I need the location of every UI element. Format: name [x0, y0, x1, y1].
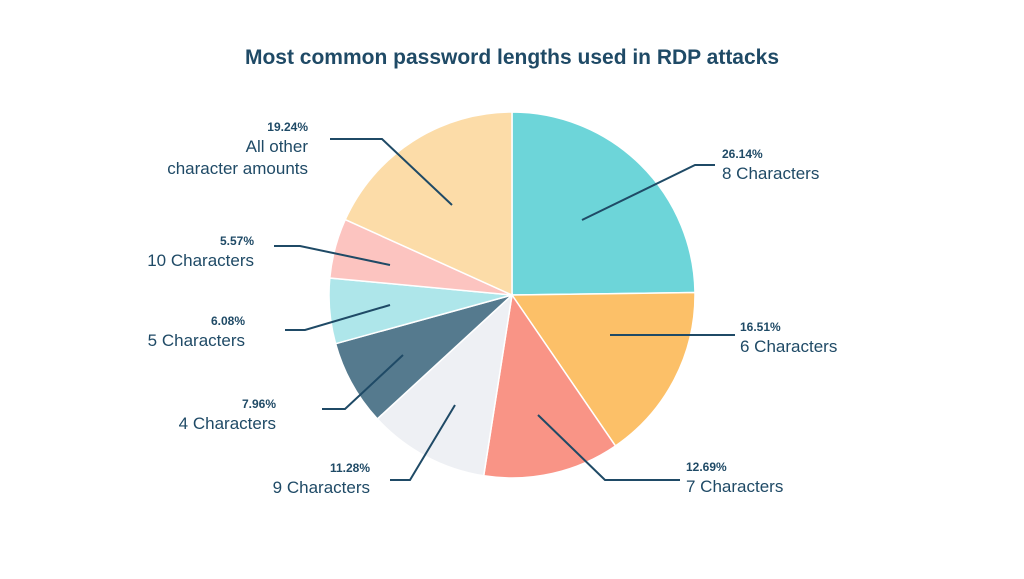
slice-category-label-6: 5 Characters	[148, 331, 245, 350]
slice-category-label-8: All other character amounts	[167, 137, 308, 178]
leader-line-4	[390, 404, 456, 481]
leader-line-1	[581, 164, 715, 221]
pie-slice-3	[482, 293, 617, 479]
slice-category-label-7: 10 Characters	[147, 251, 254, 270]
leader-line-5	[322, 354, 404, 410]
chart-title: Most common password lengths used in RDP…	[244, 46, 780, 69]
leader-line-3	[537, 414, 680, 481]
slice-value-label-6: 6.08%	[211, 314, 245, 328]
slice-value-label-1: 26.14%	[722, 147, 763, 161]
pie-slice-8	[344, 111, 513, 297]
pie-slice-2	[510, 291, 696, 447]
slice-category-label-line-2: character amounts	[167, 159, 308, 178]
slice-value-label-2: 16.51%	[740, 320, 781, 334]
slice-value-label-8: 19.24%	[267, 120, 308, 134]
leader-line-7	[274, 245, 391, 266]
slice-value-label-5: 7.96%	[242, 397, 276, 411]
pie-slices	[328, 111, 696, 479]
slice-category-label-5: 4 Characters	[179, 414, 276, 433]
slice-category-label-3: 7 Characters	[686, 477, 783, 496]
slice-category-label-1: 8 Characters	[722, 164, 819, 183]
pie-labels: 26.14% 8 Characters 16.51% 6 Characters 12.6…	[147, 120, 837, 497]
pie-slice-1	[511, 111, 696, 296]
slice-category-label-line-1: All other	[246, 137, 309, 156]
leader-line-8	[330, 138, 453, 206]
slice-value-label-3: 12.69%	[686, 460, 727, 474]
slice-value-label-4: 11.28%	[330, 461, 370, 475]
leader-line-6	[285, 304, 391, 331]
pie-slice-4	[376, 292, 514, 477]
slice-category-label-4: 9 Characters	[273, 478, 370, 497]
slice-category-label-2: 6 Characters	[740, 337, 837, 356]
slice-value-label-7: 5.57%	[220, 234, 254, 248]
